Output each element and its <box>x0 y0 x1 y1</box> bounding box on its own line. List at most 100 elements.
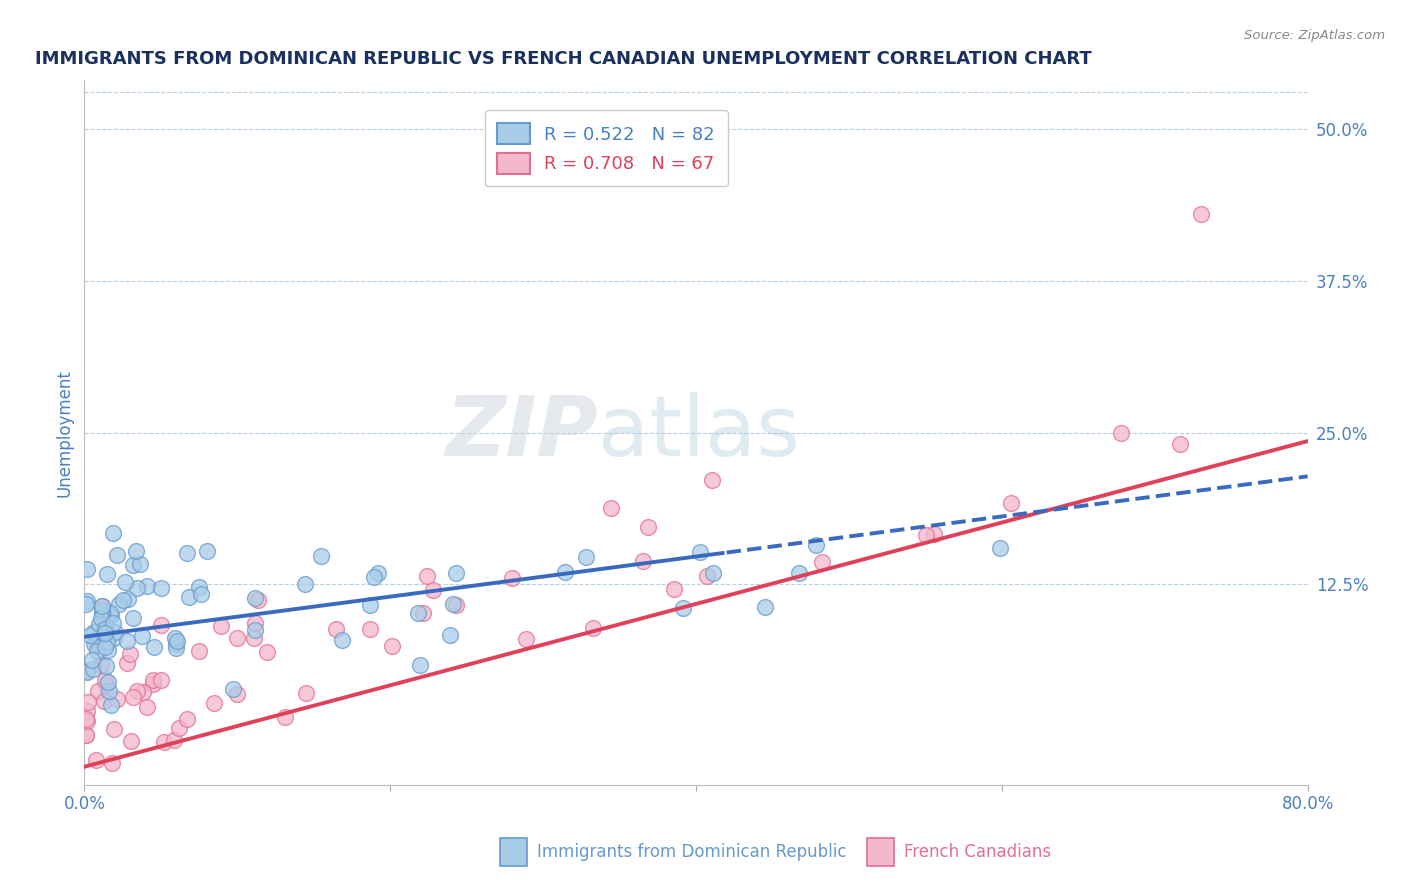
Point <box>702 566 724 581</box>
Point <box>637 520 659 534</box>
Point <box>94 658 117 673</box>
Point <box>1189 207 1212 221</box>
Point <box>108 598 131 612</box>
Point <box>582 622 605 636</box>
Point <box>75 728 97 742</box>
Point <box>209 619 232 633</box>
Point <box>93 694 115 708</box>
Point <box>114 574 136 589</box>
Y-axis label: Unemployment: Unemployment <box>55 368 73 497</box>
Point <box>441 597 464 611</box>
Point <box>245 615 267 630</box>
Point <box>163 631 186 645</box>
Point <box>245 623 267 637</box>
Point <box>226 632 249 646</box>
Point <box>367 566 389 581</box>
Point <box>97 675 120 690</box>
Point <box>117 656 139 670</box>
Point <box>246 593 269 607</box>
Point <box>142 673 165 687</box>
Point <box>381 639 404 653</box>
Point <box>135 579 157 593</box>
Point <box>162 733 184 747</box>
Point <box>359 622 381 636</box>
Point <box>103 631 125 645</box>
Point <box>104 624 127 639</box>
Text: Source: ZipAtlas.com: Source: ZipAtlas.com <box>1244 29 1385 42</box>
Point <box>75 728 97 742</box>
Point <box>409 658 432 673</box>
Point <box>84 753 107 767</box>
Point <box>79 627 101 641</box>
Point <box>91 606 114 620</box>
Point <box>142 676 165 690</box>
Point <box>96 618 118 632</box>
Point <box>226 687 249 701</box>
Point <box>100 607 122 622</box>
Point <box>689 545 711 559</box>
Point <box>988 541 1011 555</box>
Point <box>96 567 118 582</box>
Point <box>501 571 523 585</box>
Point <box>115 634 138 648</box>
Point <box>118 647 141 661</box>
Text: ZIP: ZIP <box>446 392 598 473</box>
FancyBboxPatch shape <box>501 838 527 866</box>
Point <box>359 599 381 613</box>
Point <box>83 625 105 640</box>
Point <box>82 661 104 675</box>
Point <box>554 565 576 579</box>
Point <box>76 665 98 679</box>
Text: French Canadians: French Canadians <box>904 843 1052 861</box>
Point <box>98 683 121 698</box>
Point <box>671 601 693 615</box>
Text: atlas: atlas <box>598 392 800 473</box>
Point <box>295 686 318 700</box>
Point <box>98 607 121 621</box>
Point <box>166 634 188 648</box>
Point <box>100 698 122 712</box>
Point <box>165 640 187 655</box>
Point <box>103 722 125 736</box>
Point <box>412 606 434 620</box>
Point <box>274 710 297 724</box>
Point <box>91 607 114 621</box>
Point <box>924 527 946 541</box>
Point <box>150 581 173 595</box>
FancyBboxPatch shape <box>868 838 894 866</box>
Point <box>122 558 145 572</box>
Point <box>125 544 148 558</box>
Point <box>91 599 114 613</box>
Point <box>444 598 467 612</box>
Point <box>76 714 98 728</box>
Point <box>75 598 97 612</box>
Point <box>439 628 461 642</box>
Point <box>515 632 537 647</box>
Point <box>245 591 267 606</box>
Point <box>136 700 159 714</box>
Point <box>1168 437 1191 451</box>
Point <box>127 581 149 595</box>
Point <box>120 733 142 747</box>
Point <box>754 599 776 614</box>
Point <box>101 616 124 631</box>
Point <box>122 690 145 704</box>
Point <box>76 594 98 608</box>
Point <box>422 583 444 598</box>
Point <box>93 622 115 636</box>
Point <box>90 658 112 673</box>
Point <box>75 712 97 726</box>
Point <box>1000 495 1022 509</box>
Point <box>811 555 834 569</box>
Point <box>86 632 108 647</box>
Point <box>80 652 103 666</box>
Point <box>1109 425 1132 440</box>
Point <box>105 548 128 562</box>
Point <box>125 684 148 698</box>
Point <box>96 635 118 649</box>
Point <box>256 645 278 659</box>
Point <box>90 603 112 617</box>
Point <box>149 618 172 632</box>
Point <box>222 681 245 696</box>
Point <box>129 557 152 571</box>
